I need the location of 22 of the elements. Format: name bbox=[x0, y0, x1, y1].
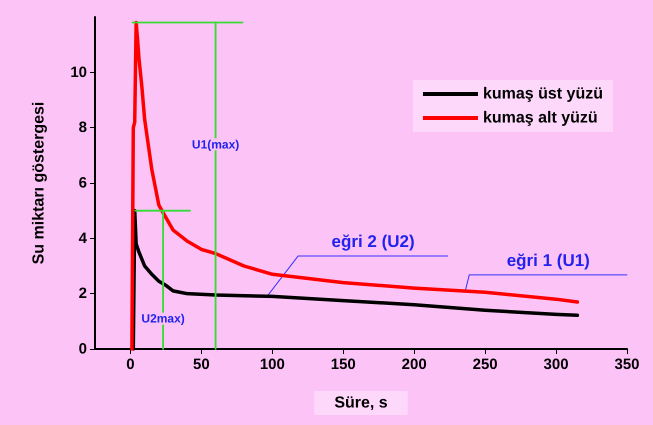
y-tick-label: 0 bbox=[78, 340, 87, 358]
annotation: eğri 1 (U1) bbox=[506, 250, 590, 270]
x-tick-label: 50 bbox=[193, 356, 210, 373]
x-tick-label: 250 bbox=[472, 356, 498, 373]
x-axis-title: Süre, s bbox=[334, 394, 388, 412]
x-tick-label: 350 bbox=[614, 356, 640, 373]
legend-label: kumaş üst yüzü bbox=[482, 86, 603, 102]
x-tick-label: 150 bbox=[330, 356, 356, 373]
legend-label: kumaş alt yüzü bbox=[482, 110, 598, 126]
y-tick-label: 6 bbox=[78, 174, 87, 192]
y-axis-title: Su miktarı göstergesi bbox=[30, 102, 48, 264]
y-tick-label: 8 bbox=[78, 119, 87, 136]
x-tick-label: 100 bbox=[260, 356, 285, 373]
annotation: U1(max) bbox=[192, 137, 240, 152]
y-tick-label: 4 bbox=[78, 230, 88, 247]
x-tick-label: 200 bbox=[402, 356, 427, 373]
annotation: eğri 2 (U2) bbox=[332, 232, 415, 252]
x-tick-label: 0 bbox=[126, 356, 135, 373]
y-tick-label: 10 bbox=[70, 64, 87, 81]
y-tick-label: 2 bbox=[78, 285, 87, 302]
x-tick-label: 300 bbox=[544, 356, 569, 373]
annotation: U2max) bbox=[141, 312, 185, 326]
